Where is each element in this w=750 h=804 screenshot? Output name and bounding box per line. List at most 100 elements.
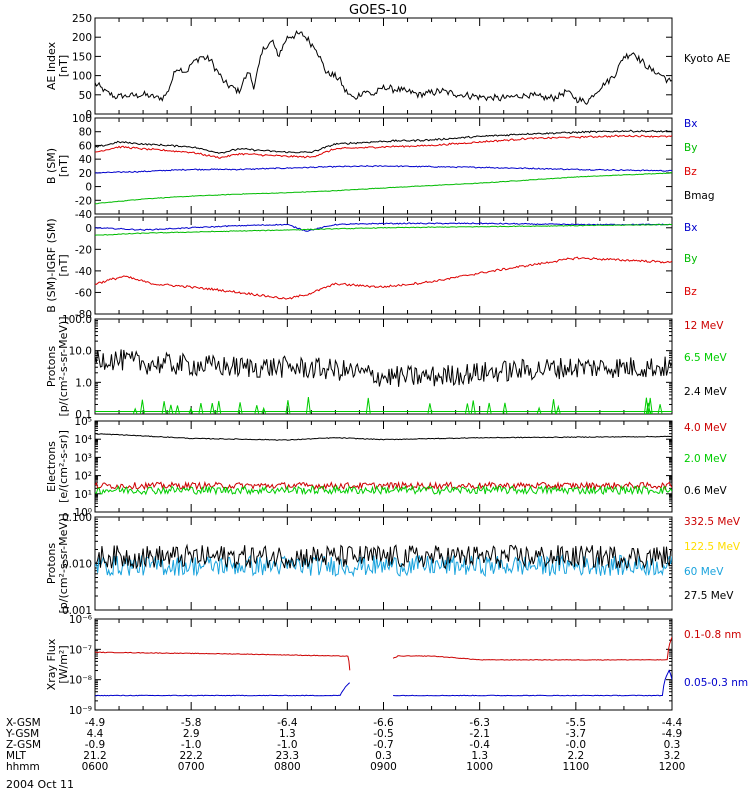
series-spike <box>305 396 311 414</box>
panel-6: 0.001 0.010 0.100 Protons [p/(cm²-s-sr-MeV)]… <box>45 512 741 617</box>
legend-label: Bmag <box>684 190 715 202</box>
y-tick-label: 10.0 <box>69 346 92 358</box>
panel-7: 10⁻⁹ 10⁻⁸ 10⁻⁷ 10⁻⁶ Xray Flux [W/m²] 0.1-0.8 n… <box>45 614 748 717</box>
time-axis-value: -0.5 <box>373 728 394 740</box>
series-spike <box>536 406 542 414</box>
series-group <box>95 222 672 300</box>
series-group <box>95 349 672 414</box>
panel-frame <box>94 420 673 513</box>
time-axis-value: -0.7 <box>373 739 394 751</box>
y-tick-label: 10³ <box>74 452 92 464</box>
legend-label: 2.4 MeV <box>684 386 728 398</box>
legend-label: 27.5 MeV <box>684 590 734 602</box>
time-axis-value: 3.2 <box>664 750 681 762</box>
y-tick-label: 10⁴ <box>74 434 92 446</box>
legend-label: 0.1-0.8 nm <box>684 629 741 641</box>
y-axis-label: AE Index <box>45 41 58 90</box>
series-spike <box>555 404 561 414</box>
panel-frame <box>94 618 673 711</box>
series-spike <box>261 406 267 414</box>
time-axis-value: 0800 <box>274 761 301 773</box>
series-line <box>95 165 672 174</box>
time-axis-value: 2.2 <box>567 750 584 762</box>
legend-label: Bx <box>684 118 697 130</box>
y-tick-label: 10⁻⁸ <box>69 675 92 687</box>
series-spike <box>237 402 243 414</box>
time-axis-value: 2.9 <box>183 728 200 740</box>
y-tick-label: 10⁵ <box>74 416 92 428</box>
y-tick-label: 10⁻⁷ <box>69 644 92 656</box>
series-line <box>95 543 672 570</box>
time-axis-value: 0900 <box>370 761 397 773</box>
panel-5: 10⁰ 10¹ 10² 10³ 10⁴ 10⁵ Electrons [e/(cm²-s-sr)… <box>45 416 728 519</box>
legend-label: 0.6 MeV <box>684 485 728 497</box>
panel-frame <box>94 216 673 315</box>
y-axis-label: [e/(cm²-s-sr)] <box>57 430 70 503</box>
y-axis-label: Protons <box>45 543 58 584</box>
series-line <box>95 669 672 697</box>
series-spike <box>365 397 371 414</box>
y-axis-label: Electrons <box>45 441 58 492</box>
series-line <box>95 432 672 441</box>
series-spike <box>175 405 180 414</box>
series-line <box>95 636 672 671</box>
y-tick-label: -60 <box>75 287 92 299</box>
series-spike <box>209 402 215 414</box>
y-tick-label: -20 <box>75 195 92 207</box>
legend-label: By <box>684 253 697 265</box>
series-spike <box>161 401 167 414</box>
time-axis-value: -0.9 <box>85 739 106 751</box>
series-line <box>95 554 672 578</box>
time-axis-value: -6.3 <box>469 717 490 729</box>
y-tick-label: 0 <box>85 182 92 194</box>
y-tick-label: 100 <box>72 113 92 125</box>
series-line <box>95 222 672 232</box>
series-spike <box>486 402 492 414</box>
series-spike <box>254 405 260 414</box>
y-tick-label: 200 <box>72 32 92 44</box>
y-tick-label: -40 <box>75 209 92 221</box>
legend-label: 332.5 MeV <box>684 516 741 528</box>
y-tick-label: 100 <box>72 71 92 83</box>
time-axis-value: 23.3 <box>276 750 299 762</box>
y-tick-label: 10¹ <box>74 489 92 501</box>
y-axis-label: [p/(cm²-s-sr-MeV)] <box>57 514 70 614</box>
time-axis-value: -1.0 <box>181 739 202 751</box>
series-group <box>95 543 672 578</box>
series-group <box>95 636 672 697</box>
y-tick-label: 0 <box>85 223 92 235</box>
y-tick-label: -80 <box>75 309 92 321</box>
legend-label: 60 MeV <box>684 566 724 578</box>
time-axis-row-label: Z-GSM <box>6 739 41 751</box>
time-axis-value: -3.7 <box>566 728 587 740</box>
y-axis-label: Xray Flux <box>45 638 58 690</box>
y-tick-label: 10⁻⁶ <box>69 614 92 626</box>
y-tick-label: 0.1 <box>75 409 92 421</box>
series-line <box>95 172 672 205</box>
legend-label: 12 MeV <box>684 320 724 332</box>
time-axis-value: -5.5 <box>566 717 587 729</box>
series-group <box>95 432 672 496</box>
time-axis-value: -4.9 <box>85 717 106 729</box>
date-label: 2004 Oct 11 <box>6 778 74 791</box>
y-tick-label: 0 <box>85 109 92 121</box>
time-axis-row-label: Y-GSM <box>5 728 39 740</box>
y-axis-label: [p/(cm²-s-sr-MeV)] <box>57 317 70 417</box>
time-axis-value: 0600 <box>82 761 109 773</box>
y-tick-label: 250 <box>72 13 92 25</box>
y-axis-label: B (SM)-IGRF (SM) <box>45 218 58 312</box>
time-axis-row-label: MLT <box>6 750 26 762</box>
y-axis-label: [nT] <box>57 254 70 276</box>
series-spike <box>216 400 222 414</box>
series-spike <box>285 400 291 414</box>
time-axis-value: 1000 <box>466 761 493 773</box>
y-tick-label: 20 <box>79 168 92 180</box>
time-axis-value: 21.2 <box>83 750 106 762</box>
y-tick-label: 100.0 <box>62 314 92 326</box>
y-tick-label: 150 <box>72 51 92 63</box>
time-axis-value: -6.4 <box>277 717 298 729</box>
y-tick-label: 50 <box>79 90 92 102</box>
time-axis-value: 1200 <box>659 761 686 773</box>
